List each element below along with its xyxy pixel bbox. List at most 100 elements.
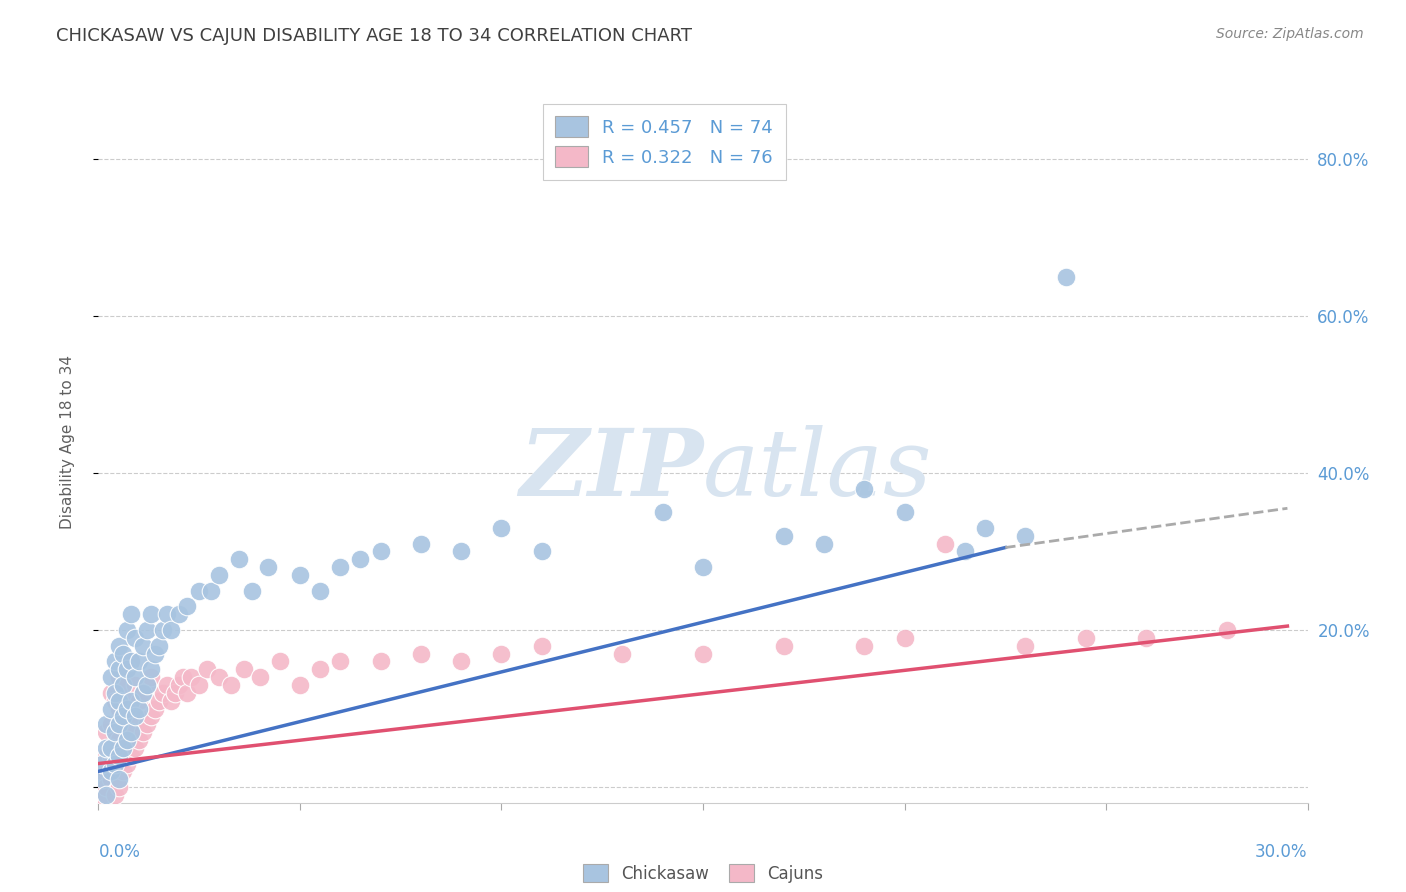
- Point: [111, 709, 134, 723]
- Point: [100, 670, 122, 684]
- Point: [156, 678, 179, 692]
- Point: [103, 756, 125, 771]
- Point: [152, 686, 174, 700]
- Point: [107, 701, 129, 715]
- Point: [96, 717, 118, 731]
- Point: [329, 560, 352, 574]
- Point: [232, 662, 254, 676]
- Point: [152, 623, 174, 637]
- Point: [135, 717, 157, 731]
- Point: [111, 709, 134, 723]
- Point: [139, 662, 162, 676]
- Point: [160, 623, 183, 637]
- Point: [176, 686, 198, 700]
- Point: [107, 639, 129, 653]
- Point: [167, 607, 190, 622]
- Point: [103, 686, 125, 700]
- Point: [143, 647, 166, 661]
- Point: [349, 552, 371, 566]
- Point: [128, 694, 150, 708]
- Point: [120, 694, 142, 708]
- Point: [115, 623, 138, 637]
- Point: [309, 583, 332, 598]
- Point: [120, 725, 142, 739]
- Point: [135, 678, 157, 692]
- Point: [530, 639, 553, 653]
- Point: [107, 772, 129, 787]
- Point: [450, 544, 472, 558]
- Point: [128, 655, 150, 669]
- Point: [124, 678, 146, 692]
- Text: 0.0%: 0.0%: [98, 843, 141, 861]
- Point: [103, 756, 125, 771]
- Point: [221, 678, 243, 692]
- Point: [91, 764, 114, 779]
- Point: [329, 655, 352, 669]
- Point: [115, 701, 138, 715]
- Point: [135, 623, 157, 637]
- Point: [256, 560, 278, 574]
- Point: [103, 788, 125, 802]
- Point: [100, 772, 122, 787]
- Point: [208, 568, 231, 582]
- Point: [100, 740, 122, 755]
- Point: [249, 670, 271, 684]
- Point: [120, 607, 142, 622]
- Point: [208, 670, 231, 684]
- Point: [107, 717, 129, 731]
- Point: [107, 756, 129, 771]
- Point: [115, 733, 138, 747]
- Legend: Chickasaw, Cajuns: Chickasaw, Cajuns: [572, 855, 834, 892]
- Point: [530, 544, 553, 558]
- Point: [111, 678, 134, 692]
- Point: [103, 725, 125, 739]
- Point: [370, 544, 392, 558]
- Point: [103, 725, 125, 739]
- Point: [120, 694, 142, 708]
- Point: [100, 686, 122, 700]
- Point: [934, 536, 956, 550]
- Point: [148, 639, 170, 653]
- Text: 30.0%: 30.0%: [1256, 843, 1308, 861]
- Point: [124, 670, 146, 684]
- Point: [115, 733, 138, 747]
- Point: [120, 655, 142, 669]
- Point: [893, 631, 915, 645]
- Point: [450, 655, 472, 669]
- Point: [409, 536, 432, 550]
- Point: [1074, 631, 1097, 645]
- Point: [100, 748, 122, 763]
- Text: Source: ZipAtlas.com: Source: ZipAtlas.com: [1216, 27, 1364, 41]
- Point: [143, 701, 166, 715]
- Point: [176, 599, 198, 614]
- Point: [409, 647, 432, 661]
- Point: [813, 536, 835, 550]
- Point: [139, 607, 162, 622]
- Point: [124, 709, 146, 723]
- Point: [132, 725, 155, 739]
- Point: [128, 733, 150, 747]
- Point: [96, 788, 118, 802]
- Point: [188, 583, 211, 598]
- Point: [148, 694, 170, 708]
- Point: [228, 552, 250, 566]
- Point: [107, 733, 129, 747]
- Point: [772, 529, 794, 543]
- Point: [107, 780, 129, 794]
- Point: [124, 740, 146, 755]
- Point: [100, 764, 122, 779]
- Point: [91, 788, 114, 802]
- Point: [120, 655, 142, 669]
- Point: [115, 701, 138, 715]
- Point: [1014, 639, 1036, 653]
- Point: [135, 678, 157, 692]
- Point: [100, 717, 122, 731]
- Point: [188, 678, 211, 692]
- Point: [132, 639, 155, 653]
- Point: [107, 662, 129, 676]
- Point: [103, 694, 125, 708]
- Point: [124, 709, 146, 723]
- Point: [853, 639, 876, 653]
- Point: [1054, 269, 1077, 284]
- Point: [612, 647, 634, 661]
